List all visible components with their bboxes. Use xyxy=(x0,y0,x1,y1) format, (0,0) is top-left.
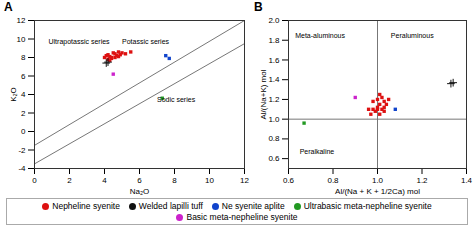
html-text:Ultrabasic meta-nepheline syen: Ultrabasic meta-nepheline syenite xyxy=(303,201,432,211)
svg-text:Sodic series: Sodic series xyxy=(157,96,196,103)
svg-text:Meta-aluminous: Meta-aluminous xyxy=(295,32,345,39)
svg-text:1.4: 1.4 xyxy=(461,176,473,185)
html-text:B: B xyxy=(254,0,263,14)
html-text:A: A xyxy=(4,0,13,14)
html-text:Welded lapilli tuff: Welded lapilli tuff xyxy=(138,201,203,211)
svg-text:2: 2 xyxy=(67,176,72,185)
svg-text:4: 4 xyxy=(21,90,26,99)
svg-text:K₂O: K₂O xyxy=(9,87,18,102)
svg-text:10: 10 xyxy=(17,35,26,44)
svg-text:8: 8 xyxy=(21,53,26,62)
svg-text:0.8: 0.8 xyxy=(327,176,339,185)
svg-text:1.0: 1.0 xyxy=(268,115,280,124)
svg-text:0: 0 xyxy=(21,127,26,136)
svg-text:6: 6 xyxy=(21,72,26,81)
svg-text:Al/(Na + K + 1/2Ca) mol: Al/(Na + K + 1/2Ca) mol xyxy=(335,187,420,196)
html-text:Nepheline syenite: Nepheline syenite xyxy=(52,201,120,211)
svg-text:12: 12 xyxy=(240,176,249,185)
svg-text:-2: -2 xyxy=(18,146,26,155)
svg-text:0.6: 0.6 xyxy=(268,154,280,163)
svg-text:Peraluminous: Peraluminous xyxy=(391,32,434,39)
svg-text:1.6: 1.6 xyxy=(268,56,280,65)
svg-text:-4: -4 xyxy=(18,164,26,173)
svg-text:8: 8 xyxy=(172,176,177,185)
svg-text:4: 4 xyxy=(102,176,107,185)
svg-text:0.6: 0.6 xyxy=(283,176,295,185)
html-text:Ne syenite aplite: Ne syenite aplite xyxy=(221,201,285,211)
svg-text:1.0: 1.0 xyxy=(372,176,384,185)
svg-text:Ultrapotassic series: Ultrapotassic series xyxy=(49,38,111,46)
svg-text:1.8: 1.8 xyxy=(268,36,280,45)
svg-text:0: 0 xyxy=(32,176,37,185)
svg-text:Al/(Na+K) mol: Al/(Na+K) mol xyxy=(259,69,268,119)
svg-text:2: 2 xyxy=(21,109,26,118)
html-text:Basic meta-nepheline syenite: Basic meta-nepheline syenite xyxy=(186,212,298,222)
svg-text:Na₂O: Na₂O xyxy=(130,187,150,196)
svg-text:1.4: 1.4 xyxy=(268,75,280,84)
svg-text:Potassic series: Potassic series xyxy=(122,38,170,45)
svg-text:Peralkaline: Peralkaline xyxy=(300,148,335,155)
svg-text:1.2: 1.2 xyxy=(416,176,428,185)
svg-text:2.0: 2.0 xyxy=(268,16,280,25)
svg-text:12: 12 xyxy=(17,16,26,25)
svg-text:0.8: 0.8 xyxy=(268,134,280,143)
svg-text:6: 6 xyxy=(137,176,142,185)
svg-text:10: 10 xyxy=(205,176,214,185)
svg-text:1.2: 1.2 xyxy=(268,95,280,104)
